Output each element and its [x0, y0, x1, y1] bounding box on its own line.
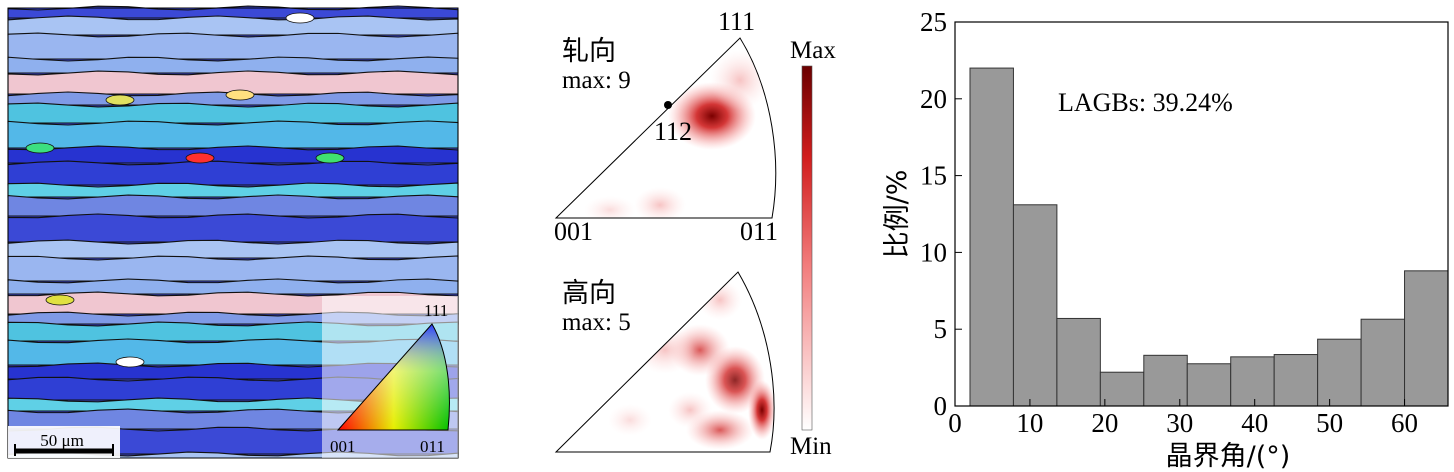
histogram-bar [1273, 354, 1319, 407]
pole-figure-max-rolling: max: 9 [562, 67, 631, 94]
histogram-bar [1404, 270, 1449, 407]
x-tick-label: 10 [1016, 408, 1043, 438]
y-tick-label: 25 [920, 7, 947, 37]
x-tick-label: 0 [948, 408, 962, 438]
histogram-bar [1230, 356, 1275, 407]
ipf-color-key: 001 011 111 [322, 296, 458, 458]
pole-figure-direction-height: 高向 [562, 278, 616, 309]
histogram-bar [1099, 371, 1145, 407]
histogram: 0 5 10 15 20 25 0 10 20 30 40 50 60 LAGBs: 39.24% 晶… [882, 7, 1449, 472]
x-axis-ticks: 0 10 20 30 40 50 60 [948, 399, 1418, 438]
ipf-key-label-011: 011 [420, 437, 445, 456]
chart-annotation: LAGBs: 39.24% [1058, 88, 1233, 117]
histogram-bar [1317, 338, 1362, 407]
histogram-bar [1143, 354, 1188, 407]
histogram-bar [969, 67, 1014, 407]
y-axis-label: 比例/% [882, 170, 913, 259]
pole-figure-height: 高向 max: 5 [554, 271, 775, 453]
pole-figure-label-001: 001 [554, 217, 593, 246]
colorbar-min-label: Min [790, 433, 832, 460]
histogram-bar [1186, 363, 1232, 407]
y-tick-label: 5 [934, 314, 948, 344]
colorbar-max-label: Max [790, 37, 836, 64]
pole-figure-label-111: 111 [718, 7, 755, 36]
x-tick-label: 30 [1166, 408, 1193, 438]
ipf-key-label-111: 111 [424, 301, 448, 320]
scale-bar-label: 50 μm [40, 431, 84, 450]
pole-figure-label-112: 112 [654, 117, 692, 146]
y-tick-label: 20 [920, 84, 947, 114]
pole-figure-label-011: 011 [740, 217, 778, 246]
colorbar: Max Min [790, 37, 836, 460]
ipf-key-label-001: 001 [330, 437, 356, 456]
y-tick-label: 15 [920, 161, 947, 191]
histogram-bar [1360, 318, 1406, 407]
histogram-bar [1056, 317, 1101, 407]
pole-figure-max-height: max: 5 [562, 309, 631, 336]
x-tick-label: 40 [1241, 408, 1268, 438]
marker-112 [664, 101, 672, 109]
x-axis-label: 晶界角/(°) [1166, 441, 1291, 472]
histogram-bar [1012, 204, 1058, 407]
y-tick-label: 0 [934, 391, 948, 421]
x-tick-label: 20 [1091, 408, 1118, 438]
pole-figure-direction-rolling: 轧向 [562, 36, 616, 67]
y-axis-ticks: 0 5 10 15 20 25 [920, 7, 962, 421]
scale-bar: 50 μm [8, 426, 120, 458]
x-tick-label: 60 [1391, 408, 1418, 438]
histogram-bars [969, 67, 1449, 407]
histogram-frame [954, 21, 1449, 407]
pole-figure-rolling: 轧向 max: 9 112 111 001 011 [554, 7, 778, 246]
y-tick-label: 10 [920, 237, 947, 267]
x-tick-label: 50 [1316, 408, 1343, 438]
